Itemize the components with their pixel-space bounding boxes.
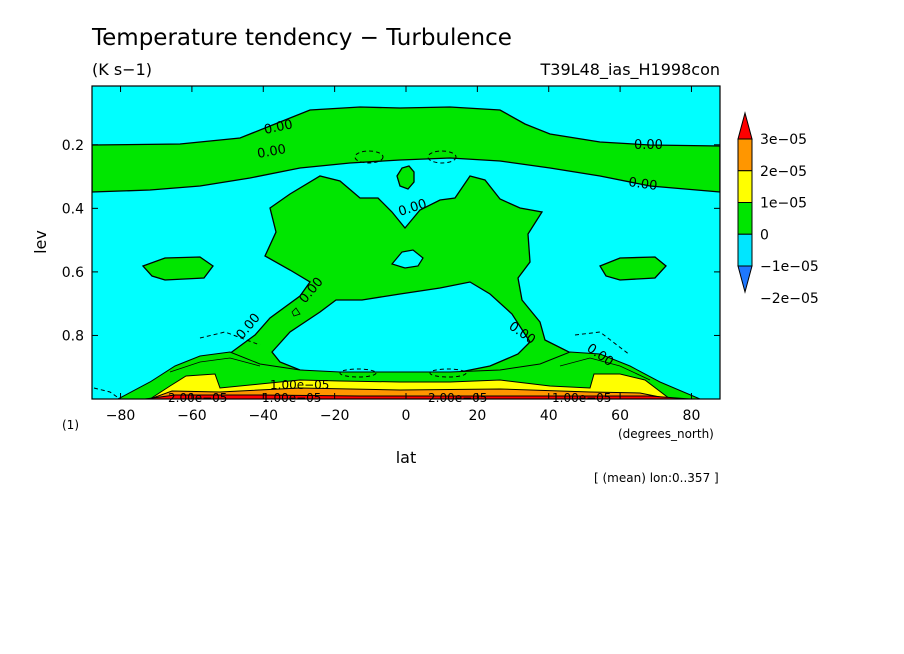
x-tick-label: −20 [320, 408, 350, 424]
mean-note: [ (mean) lon:0..357 ] [594, 471, 719, 485]
y-tick-label: 0.4 [62, 201, 84, 217]
colorbar-label: 2e−05 [760, 164, 807, 180]
contour-label: 1.00e−05 [270, 378, 329, 392]
contour-label: 0.00 [634, 138, 663, 153]
colorbar-segment [737, 233, 753, 267]
run-name: T39L48_ias_H1998con [540, 60, 720, 80]
colorbar-segment [737, 202, 753, 235]
colorbar-label: 3e−05 [760, 132, 807, 148]
x-tick-label: 0 [402, 408, 411, 424]
y-axis-label: lev [31, 230, 50, 254]
x-tick-label: 80 [683, 408, 701, 424]
x-tick-label: −60 [177, 408, 207, 424]
x-tick-label: 40 [540, 408, 558, 424]
chart-title: Temperature tendency − Turbulence [91, 25, 512, 51]
contour-label: 2.00e−05 [428, 391, 487, 405]
y-tick-label: 0.6 [62, 265, 84, 281]
colorbar-arrow-bottom [737, 265, 753, 294]
y-axis: 0.2 0.4 0.6 0.8 [62, 138, 720, 344]
contour-fill-equator-blob [396, 165, 415, 190]
contour-label: 1.00e−05 [552, 391, 611, 405]
colorbar: 3e−05 2e−05 1e−05 0 −1e−05 −2e−05 [737, 111, 819, 307]
contour-fill-upper-band [92, 106, 720, 193]
negative-contours [93, 150, 631, 399]
colorbar-segment [737, 138, 753, 172]
contour-hole-small [390, 249, 424, 269]
x-axis-label: lat [396, 448, 417, 467]
x-axis-units: (degrees_north) [618, 427, 714, 441]
contour-fill-blob-east [599, 256, 667, 281]
x-axis: −80 −60 −40 −20 0 20 40 60 80 [106, 86, 701, 424]
thin-contours [169, 307, 651, 381]
colorbar-label: −1e−05 [760, 259, 819, 275]
colorbar-segment [737, 170, 753, 203]
contour-fill-bl-red [144, 394, 691, 399]
y-tick-label: 0.2 [62, 138, 84, 154]
contour-label: 2.00e−05 [168, 391, 227, 405]
units-label: (K s−1) [92, 60, 152, 79]
contour-label: 0.00 [256, 142, 287, 162]
contour-label: 1.00e−05 [262, 391, 321, 405]
plot-area [91, 85, 721, 400]
contour-label: 0.00 [263, 117, 294, 138]
contour-label: 0.00 [627, 175, 658, 194]
contour-fill-blob-west [141, 256, 214, 281]
y-tick-label: 0.8 [62, 328, 84, 344]
x-tick-label: −40 [248, 408, 278, 424]
x-tick-label: −80 [106, 408, 136, 424]
colorbar-label: 0 [760, 227, 769, 243]
x-tick-label: 20 [468, 408, 486, 424]
y-axis-units: (1) [62, 418, 79, 432]
colorbar-label: 1e−05 [760, 196, 807, 212]
colorbar-arrow-top [737, 111, 753, 140]
x-tick-label: 60 [611, 408, 629, 424]
colorbar-label: −2e−05 [760, 291, 819, 307]
